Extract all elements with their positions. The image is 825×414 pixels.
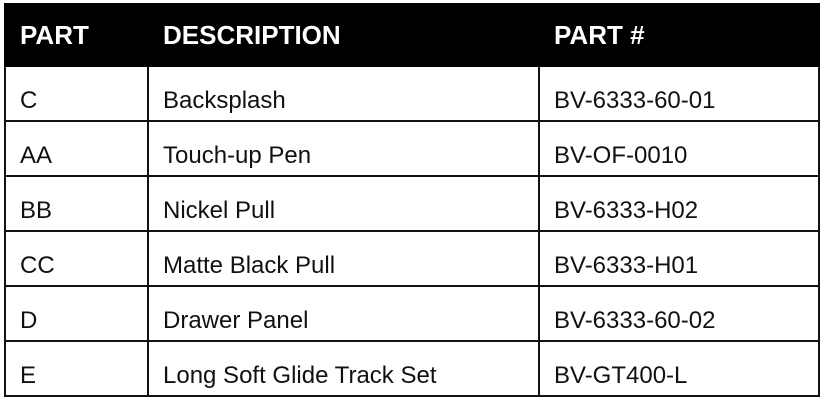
- table-row: CC Matte Black Pull BV-6333-H01: [4, 230, 820, 287]
- part-cell: AA: [4, 120, 149, 177]
- part-number-cell: BV-6333-H02: [538, 175, 820, 232]
- part-number-cell: BV-6333-H01: [538, 230, 820, 287]
- part-cell: E: [4, 340, 149, 397]
- part-cell: C: [4, 65, 149, 122]
- table-row: AA Touch-up Pen BV-OF-0010: [4, 120, 820, 177]
- header-description: DESCRIPTION: [147, 3, 540, 67]
- table-row: C Backsplash BV-6333-60-01: [4, 65, 820, 122]
- part-number-cell: BV-6333-60-02: [538, 285, 820, 342]
- part-number-cell: BV-OF-0010: [538, 120, 820, 177]
- parts-table: PART DESCRIPTION PART # C Backsplash BV-63…: [4, 3, 820, 397]
- table-row: BB Nickel Pull BV-6333-H02: [4, 175, 820, 232]
- part-cell: CC: [4, 230, 149, 287]
- part-cell: D: [4, 285, 149, 342]
- header-part: PART: [4, 3, 149, 67]
- table-row: D Drawer Panel BV-6333-60-02: [4, 285, 820, 342]
- description-cell: Touch-up Pen: [147, 120, 540, 177]
- part-number-cell: BV-GT400-L: [538, 340, 820, 397]
- description-cell: Backsplash: [147, 65, 540, 122]
- header-row: PART DESCRIPTION PART #: [4, 3, 820, 67]
- description-cell: Long Soft Glide Track Set: [147, 340, 540, 397]
- description-cell: Drawer Panel: [147, 285, 540, 342]
- header-part-number: PART #: [538, 3, 820, 67]
- table-row: E Long Soft Glide Track Set BV-GT400-L: [4, 340, 820, 397]
- part-number-cell: BV-6333-60-01: [538, 65, 820, 122]
- part-cell: BB: [4, 175, 149, 232]
- description-cell: Nickel Pull: [147, 175, 540, 232]
- description-cell: Matte Black Pull: [147, 230, 540, 287]
